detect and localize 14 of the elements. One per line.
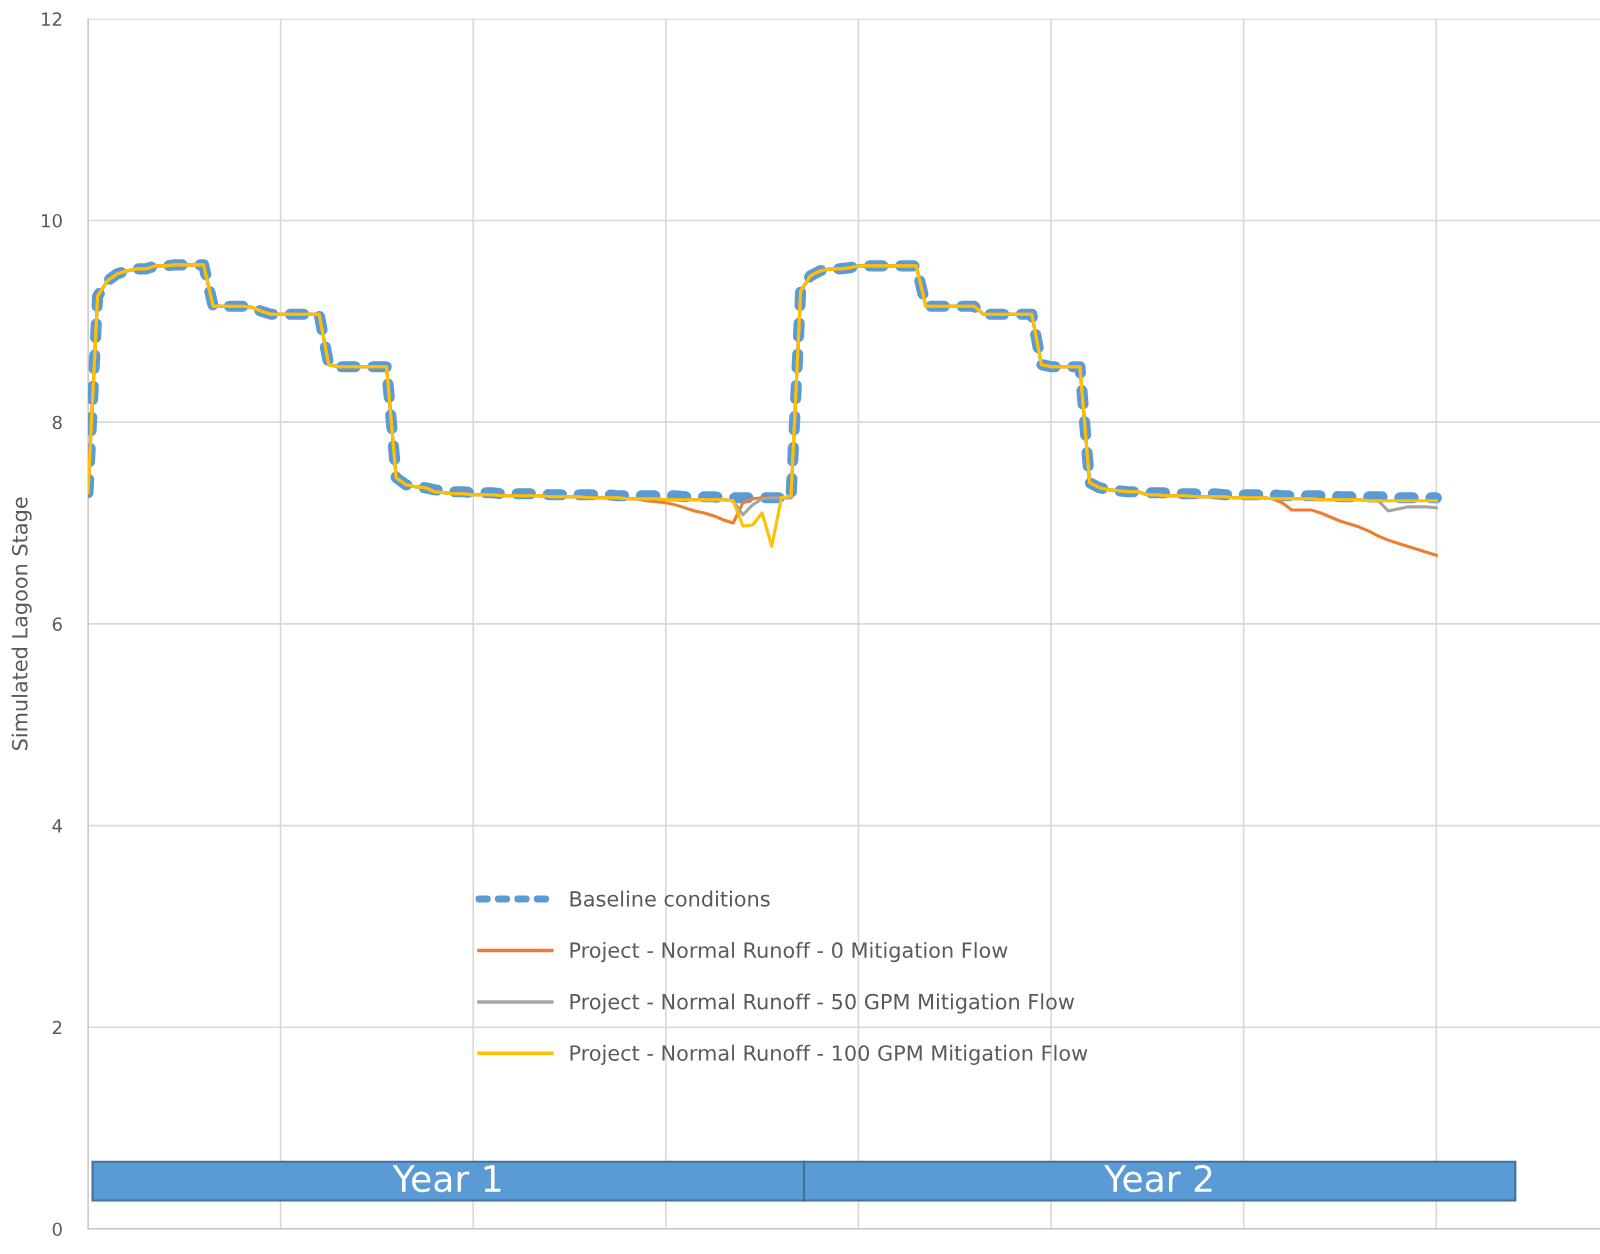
y-tick-label: 0 — [52, 1222, 62, 1237]
y-tick-label: 2 — [52, 1020, 62, 1035]
legend-label: Project - Normal Runoff - 100 GPM Mitigation Flow — [570, 1044, 1088, 1065]
legend-label: Baseline conditions — [570, 890, 770, 907]
y-tick-label: 4 — [52, 819, 62, 833]
annotation: Year 1 — [392, 1165, 501, 1193]
y-axis-title: Simulated Lagoon Stage — [11, 497, 32, 750]
legend-label: Project - Normal Runoff - 0 Mitigation Flow — [570, 941, 1008, 963]
y-tick-label: 6 — [52, 617, 62, 631]
legend-label: Project - Normal Runoff - 50 GPM Mitigation Flow — [570, 993, 1075, 1014]
y-tick-label: 12 — [42, 12, 62, 26]
annotation: Year 2 — [1104, 1164, 1212, 1193]
y-tick-label: 10 — [42, 213, 62, 228]
y-tick-label: 8 — [52, 415, 62, 430]
